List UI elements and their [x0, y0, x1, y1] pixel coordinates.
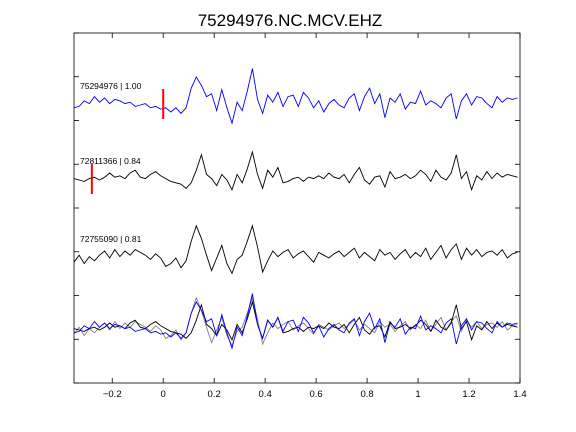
trace-label: 75294976 | 1.00: [80, 81, 142, 91]
trace-label: 72811366 | 0.84: [80, 156, 141, 166]
x-tick-label: 0.2: [208, 389, 221, 400]
overlay-stack: [73, 293, 518, 350]
x-tick-label: −0.2: [103, 389, 122, 400]
chart-title: 75294976.NC.MCV.EHZ: [198, 11, 383, 30]
x-tick-label: 1.4: [513, 389, 526, 400]
x-axis: −0.2 0 0.2 0.4 0.6 0.8 1 1.2 1.4: [103, 33, 527, 400]
x-tick-label: 0.8: [360, 389, 373, 400]
traces-layer: 75294976 | 1.00 72811366 | 0.84 72755090 |…: [73, 68, 518, 275]
right-tick-marks: [515, 32, 520, 384]
x-tick-label: 1: [415, 389, 420, 400]
overlay-trace-line: [73, 293, 518, 350]
left-tick-marks: [74, 32, 79, 384]
trace-label: 72755090 | 0.81: [80, 234, 142, 244]
x-tick-label: 0.4: [259, 389, 272, 400]
trace-line: [73, 150, 518, 192]
trace-line: [73, 68, 518, 125]
x-tick-label: 1.2: [462, 389, 475, 400]
x-tick-label: 0: [161, 389, 166, 400]
trace-line: [73, 224, 518, 275]
x-tick-label: 0.6: [310, 389, 323, 400]
